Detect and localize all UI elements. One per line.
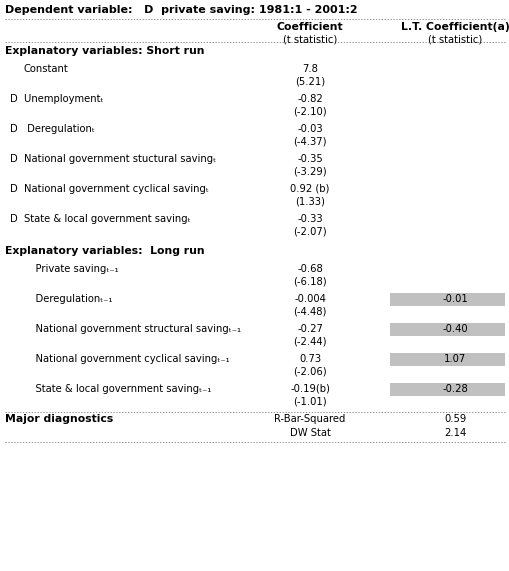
Text: (-4.48): (-4.48) <box>293 307 327 317</box>
Text: -0.28: -0.28 <box>442 384 468 394</box>
Text: D   Deregulationₜ: D Deregulationₜ <box>10 124 95 134</box>
Text: 0.73: 0.73 <box>299 354 321 364</box>
Text: -0.19(b): -0.19(b) <box>290 384 330 394</box>
Text: (1.33): (1.33) <box>295 197 325 207</box>
Text: State & local government savingₜ₋₁: State & local government savingₜ₋₁ <box>23 384 211 394</box>
Text: Coefficient: Coefficient <box>277 22 343 32</box>
Text: (t statistic): (t statistic) <box>283 34 337 44</box>
Text: -0.004: -0.004 <box>294 294 326 304</box>
Text: D  Unemploymentₜ: D Unemploymentₜ <box>10 94 103 104</box>
FancyBboxPatch shape <box>390 293 505 306</box>
Text: (-6.18): (-6.18) <box>293 277 327 287</box>
FancyBboxPatch shape <box>390 383 505 396</box>
Text: Major diagnostics: Major diagnostics <box>5 414 113 424</box>
Text: -0.82: -0.82 <box>297 94 323 104</box>
Text: -0.01: -0.01 <box>442 294 468 304</box>
Text: R-Bar-Squared: R-Bar-Squared <box>274 414 346 424</box>
Text: Explanatory variables: Short run: Explanatory variables: Short run <box>5 46 205 56</box>
Text: 7.8: 7.8 <box>302 64 318 74</box>
Text: D  State & local government savingₜ: D State & local government savingₜ <box>10 214 191 224</box>
Text: (-3.29): (-3.29) <box>293 167 327 177</box>
Text: -0.27: -0.27 <box>297 324 323 334</box>
Text: (5.21): (5.21) <box>295 77 325 87</box>
Text: (-2.07): (-2.07) <box>293 227 327 237</box>
Text: (-2.44): (-2.44) <box>293 337 327 347</box>
Text: Explanatory variables:  Long run: Explanatory variables: Long run <box>5 246 205 256</box>
Text: -0.03: -0.03 <box>297 124 323 134</box>
Text: Private savingₜ₋₁: Private savingₜ₋₁ <box>23 264 119 274</box>
Text: D  National government stuctural savingₜ: D National government stuctural savingₜ <box>10 154 216 164</box>
FancyBboxPatch shape <box>390 353 505 366</box>
Text: DW Stat: DW Stat <box>290 428 330 438</box>
Text: National government cyclical savingₜ₋₁: National government cyclical savingₜ₋₁ <box>23 354 230 364</box>
Text: (-2.10): (-2.10) <box>293 107 327 117</box>
Text: Deregulationₜ₋₁: Deregulationₜ₋₁ <box>23 294 112 304</box>
Text: (-1.01): (-1.01) <box>293 397 327 407</box>
Text: (-2.06): (-2.06) <box>293 367 327 377</box>
Text: L.T. Coefficient(a): L.T. Coefficient(a) <box>401 22 509 32</box>
Text: National government structural savingₜ₋₁: National government structural savingₜ₋₁ <box>23 324 241 334</box>
Text: -0.68: -0.68 <box>297 264 323 274</box>
Text: (t statistic): (t statistic) <box>428 34 482 44</box>
Text: Constant: Constant <box>23 64 68 74</box>
Text: 0.92 (b): 0.92 (b) <box>290 184 330 194</box>
Text: 1.07: 1.07 <box>444 354 466 364</box>
Text: 0.59: 0.59 <box>444 414 466 424</box>
FancyBboxPatch shape <box>390 323 505 336</box>
Text: (-4.37): (-4.37) <box>293 137 327 147</box>
Text: Dependent variable:   D  private saving: 1981:1 - 2001:2: Dependent variable: D private saving: 19… <box>5 5 358 15</box>
Text: -0.40: -0.40 <box>442 324 468 334</box>
Text: D  National government cyclical savingₜ: D National government cyclical savingₜ <box>10 184 209 194</box>
Text: -0.33: -0.33 <box>297 214 323 224</box>
Text: -0.35: -0.35 <box>297 154 323 164</box>
Text: 2.14: 2.14 <box>444 428 466 438</box>
